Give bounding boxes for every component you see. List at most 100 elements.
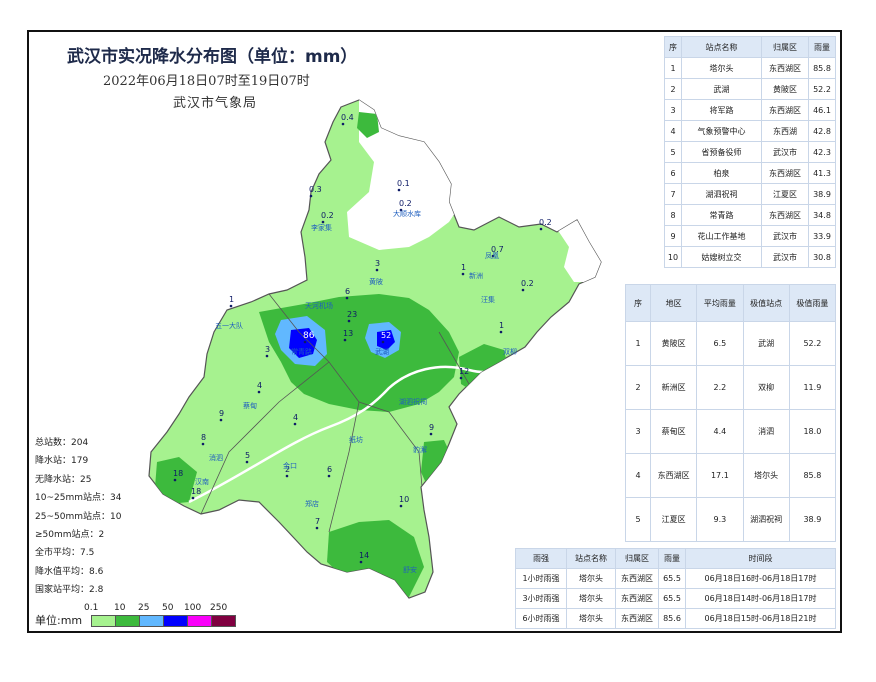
rainfall-value: 1 [461, 263, 466, 272]
station-dot [303, 340, 307, 344]
station-label: 舒安 [403, 565, 417, 574]
station-label: 汉南 [195, 477, 209, 486]
rainfall-value: 18 [173, 469, 183, 478]
legend-swatch [115, 615, 140, 627]
legend-tick: 50 [162, 603, 174, 613]
column-header: 序 [625, 284, 651, 322]
table-cell: 38.9 [808, 183, 836, 205]
map-title: 武汉市实况降水分布图（单位：mm） [67, 47, 358, 67]
color-legend [91, 615, 236, 627]
station-dot [257, 390, 261, 394]
station-label: 汪集 [481, 295, 495, 304]
table-cell: 06月18日15时-06月18日21时 [685, 608, 836, 629]
table-cell: 9.3 [696, 497, 744, 542]
rainfall-value: 9 [219, 409, 224, 418]
table-cell: 65.5 [658, 568, 686, 589]
table-cell: 1 [664, 57, 682, 79]
rainfall-value: 12 [459, 367, 469, 376]
station-dot [521, 288, 525, 292]
table-cell: 武湖 [681, 78, 762, 100]
table-cell: 9 [664, 225, 682, 247]
rainfall-value: 23 [347, 310, 357, 319]
table-cell: 花山工作基地 [681, 225, 762, 247]
station-dot [359, 560, 363, 564]
table-cell: 17.1 [696, 453, 744, 498]
table-cell: 4.4 [696, 409, 744, 454]
column-header: 极值雨量 [788, 284, 837, 322]
station-label: 湖泗祝祠 [399, 397, 427, 406]
station-dots [173, 122, 543, 564]
station-dot [397, 188, 401, 192]
table-cell: 4 [664, 120, 682, 142]
rainfall-value: 13 [343, 329, 353, 338]
table-cell: 湖泗祝祠 [681, 183, 762, 205]
table-cell: 38.9 [788, 497, 837, 542]
stat-line: 国家站平均：2.8 [35, 585, 104, 596]
station-dot [539, 227, 543, 231]
legend-tick: 100 [184, 603, 202, 613]
rainfall-values: 0.4 0.1 0.3 0.2 0.2 0.2 0.7 0.2 86 52 23… [173, 113, 552, 560]
table-cell: 30.8 [808, 246, 836, 268]
stat-line: ≥50mm站点：2 [35, 530, 105, 541]
legend-ticks: 0.1 10 25 50 100 250 [84, 603, 254, 615]
station-dot [375, 268, 379, 272]
table-cell: 11.9 [788, 365, 837, 410]
table-row: 4 气象预警中心 东西湖 42.8 [664, 120, 836, 142]
station-dot [345, 296, 349, 300]
station-label: 武湖 [375, 347, 389, 356]
table-cell: 7 [664, 183, 682, 205]
rainfall-value: 10 [399, 495, 409, 504]
table-cell: 1小时雨强 [515, 568, 567, 589]
legend-unit-label: 单位:mm [35, 614, 83, 627]
stat-line: 全市平均：7.5 [35, 548, 95, 559]
rainstorm-zone-taertou [289, 328, 317, 358]
issuing-bureau: 武汉市气象局 [173, 96, 258, 111]
column-header: 归属区 [615, 548, 659, 569]
column-header: 站点名称 [681, 36, 762, 58]
rainfall-value-max: 86 [303, 331, 315, 341]
legend-swatch [211, 615, 236, 627]
station-dot [461, 272, 465, 276]
legend-swatch [187, 615, 212, 627]
station-dot [429, 432, 433, 436]
table-cell: 黄陂区 [649, 321, 698, 366]
table-cell: 双柳 [742, 365, 790, 410]
rainfall-value: 3 [375, 259, 380, 268]
table-cell: 1 [625, 321, 651, 366]
rainfall-map[interactable]: 0.4 0.1 0.3 0.2 0.2 0.2 0.7 0.2 86 52 23… [29, 32, 840, 631]
table-cell: 2 [625, 365, 651, 410]
rainfall-value: 0.1 [397, 179, 410, 188]
column-header: 平均雨量 [696, 284, 744, 322]
table-row: 3 蔡甸区 4.4 消泗 18.0 [625, 409, 837, 454]
rainfall-value: 7 [315, 517, 320, 526]
table-cell: 塔尔头 [681, 57, 762, 79]
station-dot [219, 418, 223, 422]
station-stats: 总站数：204 降水站：179 无降水站：25 10~25mm站点：34 25~… [35, 434, 121, 600]
table-row: 6 柏泉 东西湖区 41.3 [664, 162, 836, 184]
station-dot [399, 504, 403, 508]
table-cell: 湖泗祝祠 [742, 497, 790, 542]
table-cell: 塔尔头 [566, 588, 616, 609]
rainfall-value: 5 [245, 451, 250, 460]
table-cell: 6 [664, 162, 682, 184]
table-cell: 塔尔头 [742, 453, 790, 498]
station-dot [459, 376, 463, 380]
station-dot [327, 474, 331, 478]
station-label: 纸坊 [349, 435, 363, 444]
station-dot [201, 442, 205, 446]
table-cell: 33.9 [808, 225, 836, 247]
table-cell: 武汉市 [761, 246, 809, 268]
table-cell: 2.2 [696, 365, 744, 410]
table-cell: 东西湖区 [615, 568, 659, 589]
rainfall-value: 8 [201, 433, 206, 442]
table-row: 5 省预备役师 武汉市 42.3 [664, 141, 836, 163]
rainfall-value: 14 [359, 551, 369, 560]
station-label: 金口 [283, 461, 297, 470]
table-row: 2 新洲区 2.2 双柳 11.9 [625, 365, 837, 410]
table-cell: 东西湖区 [761, 162, 809, 184]
column-header: 雨强 [515, 548, 567, 569]
rainfall-value: 0.3 [309, 185, 322, 194]
table-cell: 江夏区 [649, 497, 698, 542]
map-subtitle: 2022年06月18日07时至19日07时 [103, 74, 310, 89]
table-row: 10 姑嫂树立交 武汉市 30.8 [664, 246, 836, 268]
